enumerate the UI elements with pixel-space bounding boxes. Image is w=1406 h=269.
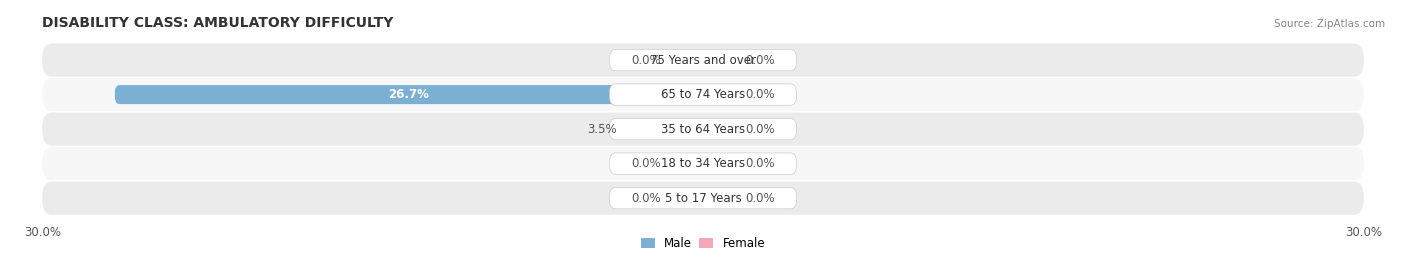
Text: Source: ZipAtlas.com: Source: ZipAtlas.com [1274, 19, 1385, 29]
FancyBboxPatch shape [703, 120, 737, 139]
FancyBboxPatch shape [609, 153, 797, 174]
Text: 75 Years and over: 75 Years and over [650, 54, 756, 67]
FancyBboxPatch shape [703, 51, 737, 70]
Text: 0.0%: 0.0% [631, 54, 661, 67]
Text: 5 to 17 Years: 5 to 17 Years [665, 192, 741, 205]
FancyBboxPatch shape [703, 189, 737, 208]
Text: DISABILITY CLASS: AMBULATORY DIFFICULTY: DISABILITY CLASS: AMBULATORY DIFFICULTY [42, 16, 394, 30]
Text: 65 to 74 Years: 65 to 74 Years [661, 88, 745, 101]
Text: 18 to 34 Years: 18 to 34 Years [661, 157, 745, 170]
FancyBboxPatch shape [703, 85, 737, 104]
Text: 0.0%: 0.0% [631, 192, 661, 205]
FancyBboxPatch shape [42, 182, 1364, 215]
FancyBboxPatch shape [669, 189, 703, 208]
Text: 26.7%: 26.7% [388, 88, 429, 101]
Text: 0.0%: 0.0% [745, 192, 775, 205]
Text: 0.0%: 0.0% [745, 54, 775, 67]
FancyBboxPatch shape [42, 44, 1364, 77]
FancyBboxPatch shape [669, 154, 703, 173]
FancyBboxPatch shape [42, 78, 1364, 111]
FancyBboxPatch shape [703, 154, 737, 173]
FancyBboxPatch shape [42, 112, 1364, 146]
Text: 0.0%: 0.0% [745, 123, 775, 136]
Text: 0.0%: 0.0% [631, 157, 661, 170]
FancyBboxPatch shape [669, 51, 703, 70]
FancyBboxPatch shape [42, 147, 1364, 180]
Text: 0.0%: 0.0% [745, 157, 775, 170]
FancyBboxPatch shape [609, 187, 797, 209]
Text: 35 to 64 Years: 35 to 64 Years [661, 123, 745, 136]
Legend: Male, Female: Male, Female [636, 232, 770, 255]
Text: 0.0%: 0.0% [745, 88, 775, 101]
Text: 3.5%: 3.5% [588, 123, 617, 136]
FancyBboxPatch shape [609, 49, 797, 71]
FancyBboxPatch shape [626, 120, 703, 139]
FancyBboxPatch shape [609, 84, 797, 105]
FancyBboxPatch shape [115, 85, 703, 104]
FancyBboxPatch shape [609, 118, 797, 140]
